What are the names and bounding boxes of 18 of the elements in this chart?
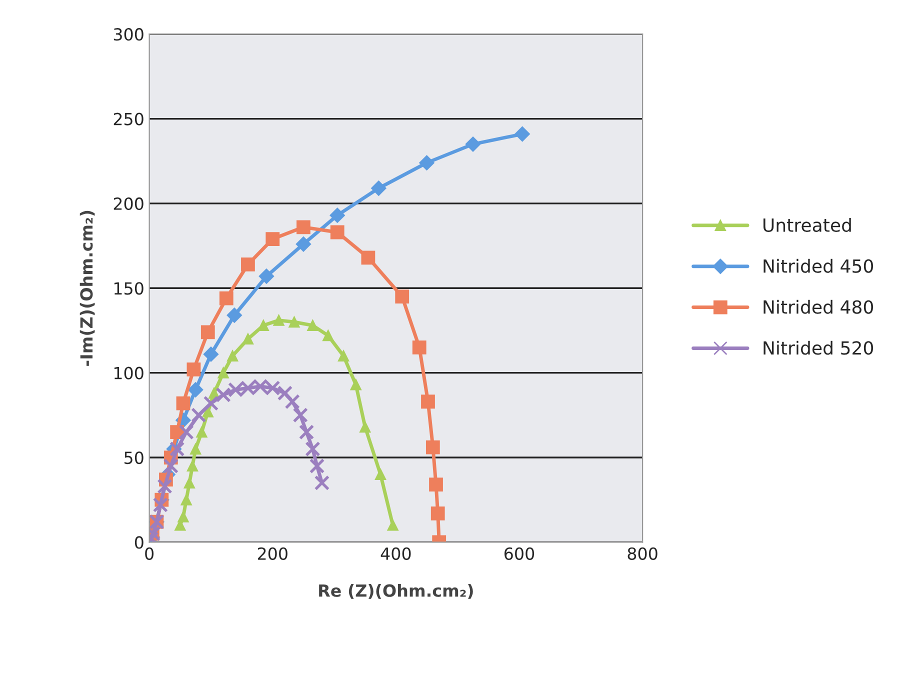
y-tick-label: 0 (134, 536, 144, 549)
x-axis-title: Re (Z)(Ohm.cm₂) (319, 584, 473, 599)
y-tick-label: 150 (114, 282, 144, 295)
y-tick-label: 250 (114, 112, 144, 126)
y-axis-title: -Im(Z)(Ohm.cm₂) (80, 210, 95, 366)
legend-label: Untreated (764, 218, 851, 232)
y-tick-label: 200 (114, 197, 144, 210)
y-tick-label: 300 (114, 28, 144, 41)
legend-label: Nitrided 520 (764, 340, 874, 355)
x-tick-label: 0 (145, 547, 154, 560)
x-tick-label: 200 (258, 547, 288, 560)
legend-label: Nitrided 480 (764, 300, 874, 314)
x-tick-label: 600 (504, 547, 534, 560)
y-tick-label: 50 (124, 451, 144, 464)
x-tick-label: 400 (380, 547, 411, 560)
y-tick-label: 100 (114, 366, 144, 380)
x-tick-label: 800 (628, 547, 658, 560)
legend-label: Nitrided 450 (764, 258, 874, 273)
